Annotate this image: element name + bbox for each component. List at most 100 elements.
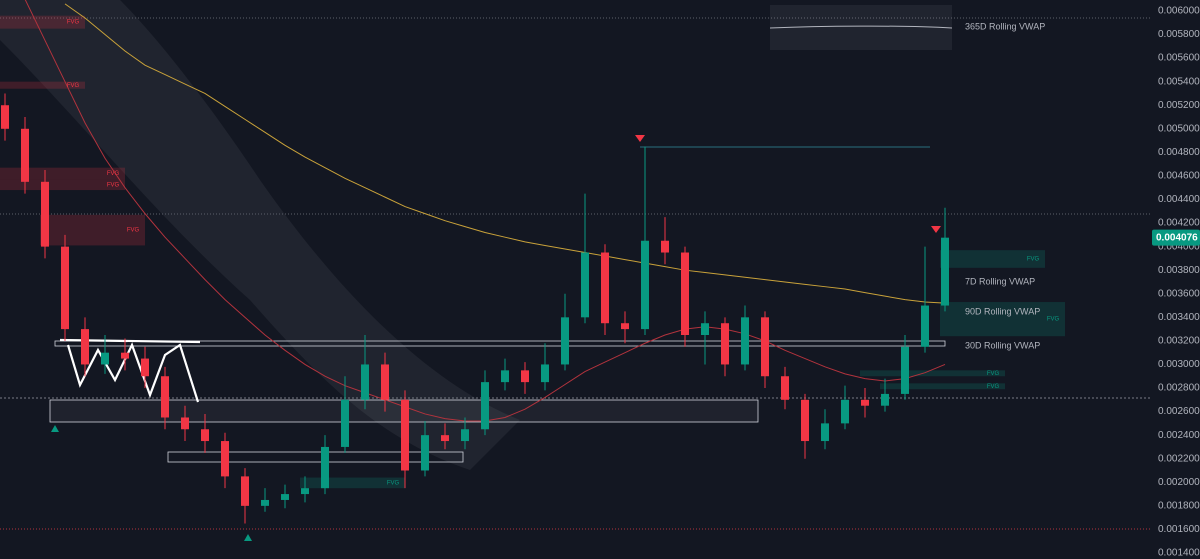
signal-down bbox=[635, 135, 645, 142]
candle-body bbox=[261, 499, 269, 506]
y-tick-label: 0.006000 bbox=[1158, 6, 1200, 17]
candle-body bbox=[281, 494, 289, 500]
y-tick-label: 0.003200 bbox=[1158, 336, 1200, 347]
plot-area bbox=[0, 0, 1150, 541]
vwap-line bbox=[769, 25, 953, 29]
candle-body bbox=[701, 323, 709, 335]
candle-body bbox=[441, 435, 449, 442]
candle-body bbox=[361, 364, 369, 400]
range-box bbox=[54, 340, 946, 347]
fvg-label: FVG bbox=[1027, 257, 1040, 263]
y-tick-label: 0.005200 bbox=[1158, 100, 1200, 111]
candle-body bbox=[161, 376, 169, 418]
candle-body bbox=[381, 364, 389, 400]
candle-body bbox=[101, 352, 109, 365]
candle-body bbox=[941, 237, 949, 306]
y-tick-label: 0.004200 bbox=[1158, 218, 1200, 229]
candle-body bbox=[1, 105, 9, 129]
fvg-zone bbox=[0, 179, 125, 191]
fvg-zone bbox=[0, 15, 85, 29]
candle-body bbox=[321, 446, 329, 489]
candle-body bbox=[881, 393, 889, 406]
candle-body bbox=[781, 376, 789, 400]
candle-body bbox=[541, 364, 549, 383]
y-tick-label: 0.004400 bbox=[1158, 194, 1200, 205]
candle-body bbox=[421, 435, 429, 471]
candle-body bbox=[621, 323, 629, 330]
fvg-zone bbox=[0, 167, 125, 180]
candle-body bbox=[641, 240, 649, 330]
candle-body bbox=[721, 323, 729, 365]
candle-body bbox=[141, 358, 149, 377]
fvg-label: FVG bbox=[107, 182, 120, 188]
y-tick-label: 0.003600 bbox=[1158, 288, 1200, 299]
fvg-zone bbox=[880, 383, 1005, 390]
candle-body bbox=[41, 181, 49, 247]
y-tick-label: 0.004800 bbox=[1158, 147, 1200, 158]
candle-body bbox=[581, 252, 589, 318]
y-tick-label: 0.001800 bbox=[1158, 500, 1200, 511]
y-tick-label: 0.003000 bbox=[1158, 359, 1200, 370]
y-tick-label: 0.003400 bbox=[1158, 312, 1200, 323]
signal-up bbox=[244, 534, 252, 541]
fvg-label: FVG bbox=[987, 371, 1000, 377]
y-tick-label: 0.002800 bbox=[1158, 383, 1200, 394]
overlay-line bbox=[64, 3, 946, 304]
fvg-label: FVG bbox=[67, 20, 80, 26]
y-tick-label: 0.002000 bbox=[1158, 477, 1200, 488]
y-tick-label: 0.001400 bbox=[1158, 548, 1200, 559]
signal-up bbox=[51, 425, 59, 432]
price-tag bbox=[1152, 229, 1200, 246]
y-tick-label: 0.005800 bbox=[1158, 29, 1200, 40]
candle-body bbox=[401, 399, 409, 471]
candle-body bbox=[921, 305, 929, 347]
annotation: 90D Rolling VWAP bbox=[965, 306, 1040, 316]
annotation: 365D Rolling VWAP bbox=[965, 21, 1045, 31]
price-tag-label: 0.004076 bbox=[1156, 232, 1198, 243]
y-tick-label: 0.005400 bbox=[1158, 76, 1200, 87]
candle-body bbox=[601, 252, 609, 324]
fvg-zone bbox=[300, 477, 405, 489]
y-tick-label: 0.003800 bbox=[1158, 265, 1200, 276]
candle-body bbox=[801, 399, 809, 442]
candle-body bbox=[301, 488, 309, 495]
range-box bbox=[167, 451, 464, 463]
y-tick-label: 0.005600 bbox=[1158, 53, 1200, 64]
y-tick-label: 0.002600 bbox=[1158, 406, 1200, 417]
candle-body bbox=[181, 417, 189, 430]
candle-body bbox=[481, 382, 489, 430]
candle-body bbox=[61, 246, 69, 330]
candle-body bbox=[761, 317, 769, 377]
fvg-label: FVG bbox=[1047, 317, 1060, 323]
fvg-zone bbox=[40, 214, 145, 246]
y-tick-label: 0.002400 bbox=[1158, 430, 1200, 441]
candle-body bbox=[121, 352, 129, 359]
annotation: 7D Rolling VWAP bbox=[965, 276, 1035, 286]
candle-body bbox=[241, 476, 249, 506]
y-tick-label: 0.004600 bbox=[1158, 171, 1200, 182]
candle-body bbox=[521, 370, 529, 383]
candle-body bbox=[21, 128, 29, 182]
fvg-zone bbox=[860, 370, 1005, 377]
y-tick-label: 0.004000 bbox=[1158, 241, 1200, 252]
candle-body bbox=[681, 252, 689, 335]
candle-body bbox=[741, 317, 749, 365]
candle-body bbox=[201, 429, 209, 442]
candle-body bbox=[461, 429, 469, 442]
candle-body bbox=[841, 399, 849, 424]
candle-body bbox=[821, 423, 829, 442]
candle-body bbox=[501, 370, 509, 383]
candle-body bbox=[341, 399, 349, 447]
annotation: 30D Rolling VWAP bbox=[965, 340, 1040, 350]
candle-body bbox=[901, 346, 909, 394]
candle-body bbox=[861, 399, 869, 406]
y-tick-label: 0.002200 bbox=[1158, 453, 1200, 464]
signal-down bbox=[931, 226, 941, 233]
candle-body bbox=[561, 317, 569, 365]
fvg-label: FVG bbox=[67, 83, 80, 89]
fvg-zone bbox=[0, 81, 85, 89]
candle-body bbox=[81, 329, 89, 365]
